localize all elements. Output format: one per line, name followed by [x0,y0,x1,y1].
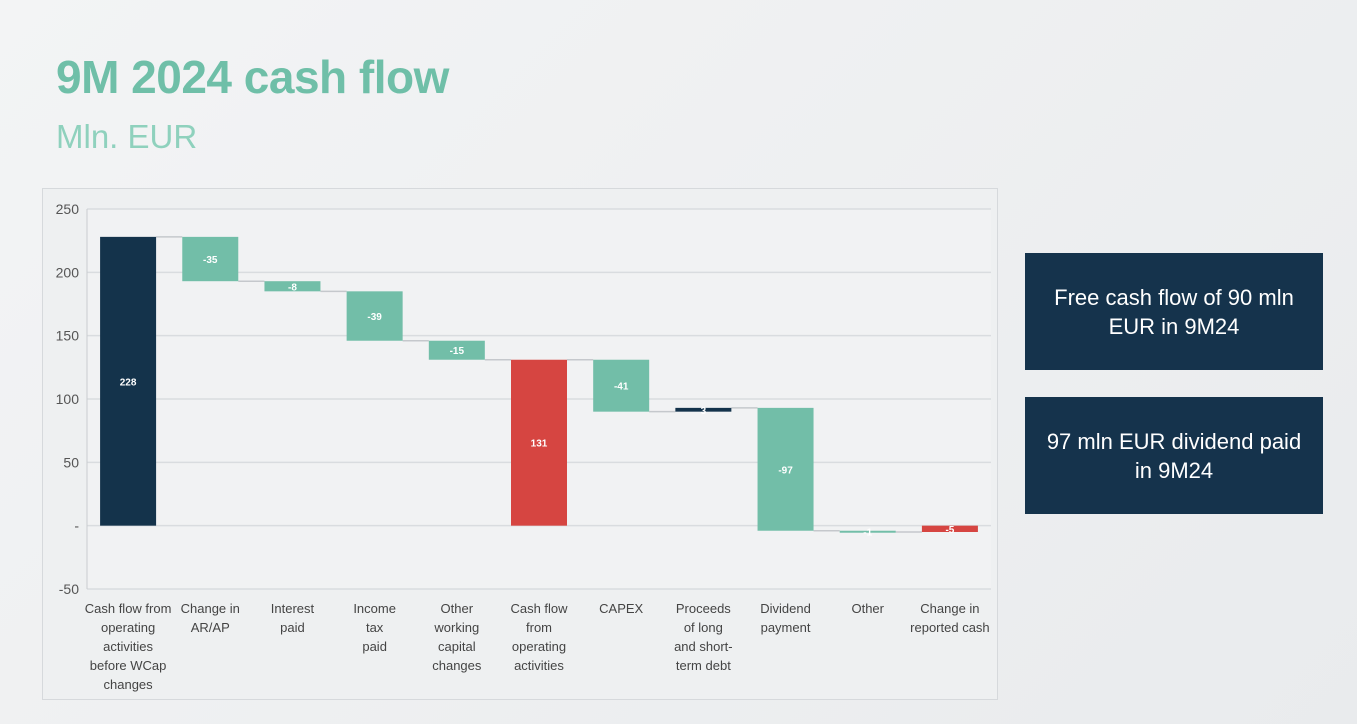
x-tick-label: Interest paid [271,601,315,635]
bar [346,291,403,341]
bar [757,407,814,531]
data-label: 3 [701,406,707,417]
x-tick-label: Proceeds of long and short-term debt [674,601,733,673]
data-label: -97 [778,465,793,476]
x-tick-label: Dividend payment [760,601,811,635]
page-title: 9M 2024 cash flow [56,51,449,103]
x-tick-label: Income tax paid [353,601,396,654]
y-tick-label: - [74,518,79,534]
data-label: -1 [863,527,872,538]
data-label: 131 [531,439,548,450]
callout-free-cash-flow: Free cash flow of 90 mln EUR in 9M24 [1025,253,1323,370]
data-label: -15 [450,346,465,357]
x-tick-label: Other working capital changes [432,601,482,673]
y-tick-label: 150 [56,328,80,344]
bar [593,359,650,412]
bar [428,340,485,360]
x-tick-label: Change in AR/AP [181,601,240,635]
bar [511,359,567,526]
callout-dividend-paid: 97 mln EUR dividend paid in 9M24 [1025,397,1323,514]
x-tick-label: CAPEX [599,601,643,616]
waterfall-chart: 250 200 150 100 50 - -50 228 -35 -8 -39 -15 131 -41 3 -… [56,201,991,692]
bar [182,236,239,282]
data-label: -5 [945,525,954,536]
data-label: 228 [120,377,137,388]
bar [921,525,978,532]
page-subtitle: Mln. EUR [56,118,198,155]
x-tick-label: Other [851,601,884,616]
y-tick-label: -50 [59,581,79,597]
bar [100,236,157,526]
bar [839,530,896,533]
x-tick-label: Cash flow from operating activities before … [85,601,172,692]
bar [264,281,321,292]
data-label: -35 [203,255,218,266]
data-label: -39 [367,312,382,323]
x-tick-label: Cash flow from operating activities [510,601,568,673]
y-tick-label: 100 [56,391,80,407]
x-tick-label: Change in reported cash [910,601,990,635]
data-label: -8 [288,282,297,293]
bar [675,407,732,412]
data-label: -41 [614,382,629,393]
y-tick-label: 250 [56,201,80,217]
chart-frame: 250 200 150 100 50 - -50 228 -35 -8 -39 -15 131 -41 3 -… [42,188,998,700]
y-tick-label: 200 [56,264,80,280]
y-tick-label: 50 [63,454,79,470]
